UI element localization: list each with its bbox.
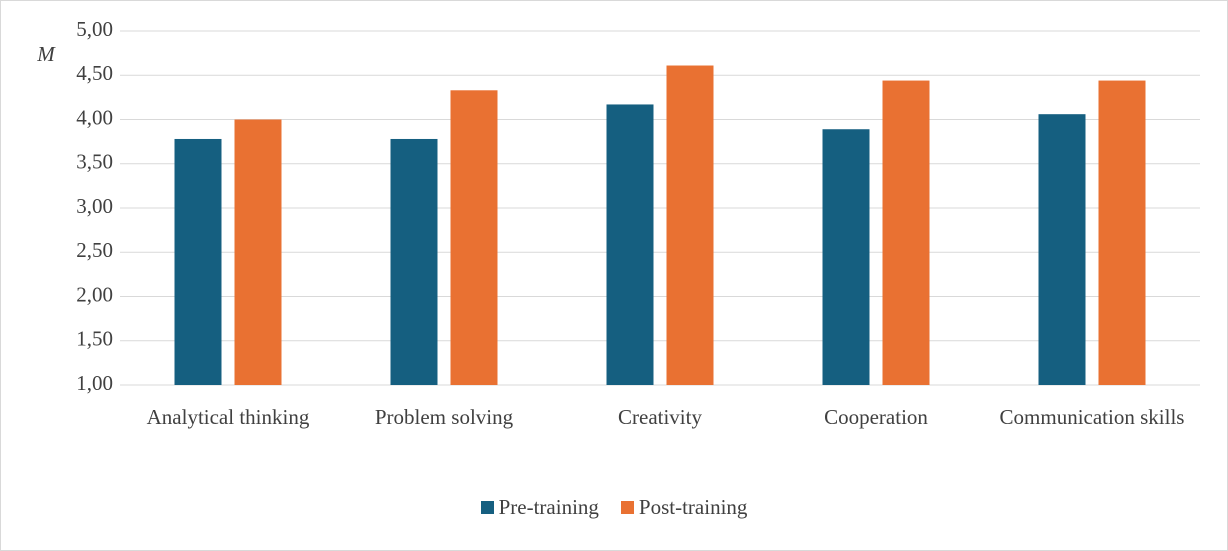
bar [174, 138, 222, 385]
y-tick-label: 1,50 [76, 327, 113, 351]
bar [666, 65, 714, 385]
x-tick-label: Cooperation [824, 405, 928, 429]
legend-label: Pre-training [498, 495, 599, 519]
legend-label: Post-training [638, 495, 748, 519]
legend-item: Pre-training [480, 495, 599, 520]
y-tick-label: 5,00 [76, 17, 113, 41]
x-tick-label: Analytical thinking [146, 405, 310, 429]
legend: Pre-training Post-training [0, 495, 1228, 520]
x-tick-label: Problem solving [374, 405, 514, 429]
x-tick-label: Creativity [618, 405, 702, 429]
y-tick-label: 3,50 [76, 150, 113, 174]
bar [882, 80, 930, 385]
bar [1098, 80, 1146, 385]
bar [822, 129, 870, 385]
bar [234, 119, 282, 385]
y-tick-label: 3,00 [76, 194, 113, 218]
bar [606, 104, 654, 385]
y-axis-label: M [36, 42, 56, 66]
y-tick-label: 2,50 [76, 238, 113, 262]
legend-swatch [480, 501, 494, 514]
y-tick-label: 1,00 [76, 371, 113, 395]
bar [450, 90, 498, 386]
x-tick-label: Communication skills [999, 405, 1185, 429]
y-tick-label: 2,00 [76, 282, 113, 306]
bar [390, 138, 438, 385]
y-tick-label: 4,00 [76, 105, 113, 129]
bar [1038, 114, 1086, 385]
legend-item: Post-training [620, 495, 748, 520]
legend-swatch [620, 501, 634, 514]
y-tick-label: 4,50 [76, 61, 113, 85]
